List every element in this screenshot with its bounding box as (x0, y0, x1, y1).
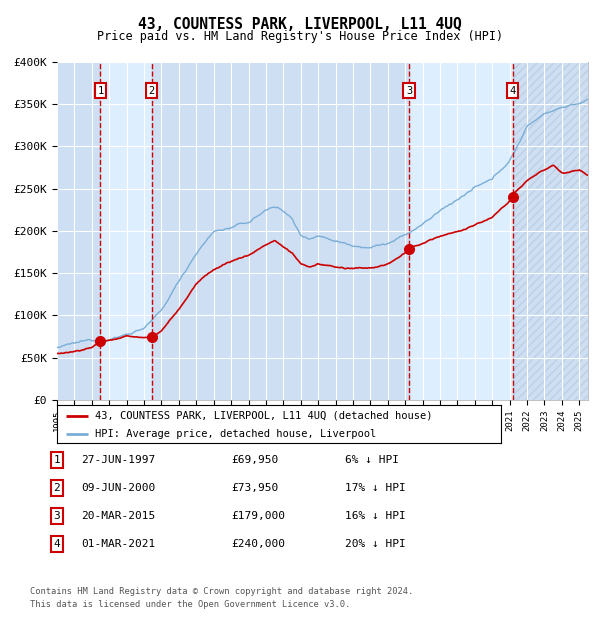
Text: 3: 3 (53, 511, 61, 521)
Bar (152, 62, 409, 400)
Text: Contains HM Land Registry data © Crown copyright and database right 2024.: Contains HM Land Registry data © Crown c… (30, 587, 413, 596)
Text: 09-JUN-2000: 09-JUN-2000 (81, 483, 155, 493)
Text: 01-MAR-2021: 01-MAR-2021 (81, 539, 155, 549)
Text: 27-JUN-1997: 27-JUN-1997 (81, 455, 155, 465)
Text: 1: 1 (53, 455, 61, 465)
Text: 16% ↓ HPI: 16% ↓ HPI (345, 511, 406, 521)
Bar (512, 62, 588, 400)
Text: £179,000: £179,000 (231, 511, 285, 521)
Text: £240,000: £240,000 (231, 539, 285, 549)
Text: This data is licensed under the Open Government Licence v3.0.: This data is licensed under the Open Gov… (30, 600, 350, 609)
Text: Price paid vs. HM Land Registry's House Price Index (HPI): Price paid vs. HM Land Registry's House … (97, 30, 503, 43)
Text: 1: 1 (97, 86, 103, 95)
Text: £73,950: £73,950 (231, 483, 278, 493)
Text: 2: 2 (53, 483, 61, 493)
Text: 2: 2 (149, 86, 155, 95)
Text: 20-MAR-2015: 20-MAR-2015 (81, 511, 155, 521)
Text: 3: 3 (406, 86, 412, 95)
Bar (512, 62, 588, 400)
Text: 43, COUNTESS PARK, LIVERPOOL, L11 4UQ (detached house): 43, COUNTESS PARK, LIVERPOOL, L11 4UQ (d… (95, 410, 432, 420)
Text: HPI: Average price, detached house, Liverpool: HPI: Average price, detached house, Live… (95, 428, 376, 439)
Text: 17% ↓ HPI: 17% ↓ HPI (345, 483, 406, 493)
Text: 20% ↓ HPI: 20% ↓ HPI (345, 539, 406, 549)
Text: 4: 4 (53, 539, 61, 549)
Bar (57, 62, 100, 400)
Text: 43, COUNTESS PARK, LIVERPOOL, L11 4UQ: 43, COUNTESS PARK, LIVERPOOL, L11 4UQ (138, 17, 462, 32)
Text: 4: 4 (509, 86, 516, 95)
Text: £69,950: £69,950 (231, 455, 278, 465)
Text: 6% ↓ HPI: 6% ↓ HPI (345, 455, 399, 465)
